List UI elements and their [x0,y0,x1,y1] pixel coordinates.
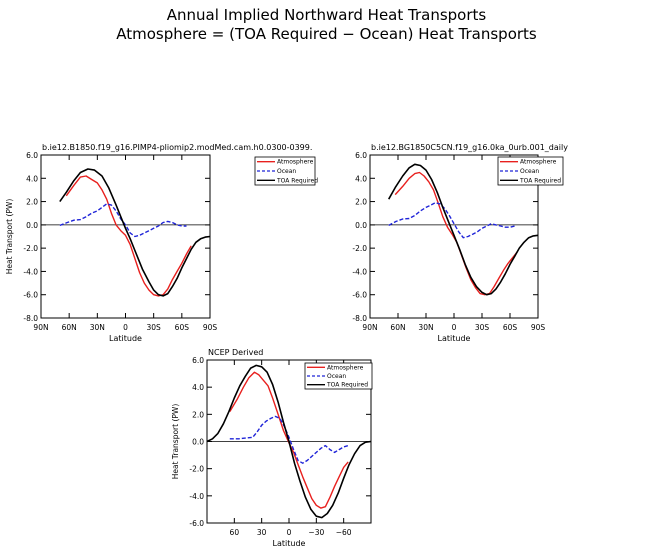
legend-label-atmosphere: Atmosphere [277,159,314,166]
x-tick-label: 60S [175,323,190,332]
legend-label-toa: TOA Required [519,177,561,184]
x-tick-label: 90S [531,323,546,332]
series-line-atmosphere [229,371,349,509]
page-title-line1: Annual Implied Northward Heat Transports [166,6,487,24]
legend-label-ocean: Ocean [327,373,346,380]
legend-label-toa: TOA Required [326,382,368,389]
x-axis-label: Latitude [438,334,471,343]
series-line-atmosphere [394,171,519,296]
x-tick-label: 30N [90,323,105,332]
chart-legend: Atmosphere Ocean TOA Required [497,156,564,186]
x-tick-label: 0 [123,323,128,332]
y-axis-label: Heat Transport (PW) [5,199,14,275]
x-tick-label: −60 [336,528,352,537]
legend-label-atmosphere: Atmosphere [327,364,364,371]
y-axis-label: Heat Transport (PW) [171,404,180,480]
legend-label-atmosphere: Atmosphere [520,159,557,166]
series-line-toa [59,168,211,297]
x-tick-label: 60N [62,323,77,332]
y-tick-label: 2.0 [26,198,38,207]
y-tick-label: 2.0 [355,198,367,207]
y-tick-label: -2.0 [189,465,204,474]
series-line-ocean [388,201,515,239]
y-tick-label: -4.0 [352,267,367,276]
x-axis-label: Latitude [273,539,306,548]
y-tick-label: 6.0 [192,356,204,365]
series-line-ocean [229,415,349,464]
chart-title: NCEP Derived [208,348,263,357]
y-tick-label: 2.0 [192,410,204,419]
y-tick-label: -8.0 [23,314,38,323]
x-tick-label: 30N [418,323,433,332]
page-title-line2: Atmosphere = (TOA Required − Ocean) Heat… [116,25,537,43]
chart-title: b.ie12.BG1850C5CN.f19_g16.0ka_0urb.001_d… [371,143,568,152]
series-line-ocean [59,203,187,238]
y-tick-label: 4.0 [26,174,38,183]
x-tick-label: −30 [308,528,324,537]
legend-label-ocean: Ocean [520,168,539,175]
x-axis-label: Latitude [109,334,142,343]
chart-panel-1: -8.0 -6.0 -4.0 -2.0 0.0 2.0 4.0 6.0 90N 60N 30N 0 30… [5,143,318,343]
y-tick-label: 6.0 [355,151,367,160]
y-tick-label: -2.0 [352,244,367,253]
series-line-toa [206,364,372,519]
series-line-toa [388,163,539,296]
y-tick-label: 0.0 [192,438,204,447]
y-tick-label: 4.0 [192,383,204,392]
y-tick-label: -2.0 [23,244,38,253]
legend-label-ocean: Ocean [277,168,296,175]
x-tick-label: 30S [147,323,162,332]
y-tick-label: 0.0 [26,221,38,230]
legend-label-toa: TOA Required [276,177,318,184]
x-tick-label: 60 [230,528,240,537]
x-tick-label: 60N [390,323,405,332]
chart-title: b.ie12.B1850.f19_g16.PIMP4-pliomip2.modM… [42,143,312,152]
chart-panel-2: -8.0 -6.0 -4.0 -2.0 0.0 2.0 4.0 6.0 90N 60N 30N 0 30… [352,143,568,343]
y-tick-label: 4.0 [355,174,367,183]
x-tick-label: 90N [362,323,377,332]
y-tick-label: 0.0 [355,221,367,230]
x-tick-label: 90S [203,323,218,332]
x-tick-label: 0 [452,323,457,332]
y-tick-label: -6.0 [352,291,367,300]
x-tick-label: 30S [475,323,490,332]
chart-legend: Atmosphere Ocean TOA Required [254,156,318,186]
y-tick-label: -6.0 [23,291,38,300]
y-tick-label: -4.0 [189,492,204,501]
y-tick-label: -6.0 [189,519,204,528]
x-tick-label: 30 [257,528,267,537]
y-tick-label: -4.0 [23,267,38,276]
chart-panel-3: -6.0 -4.0 -2.0 0.0 2.0 4.0 6.0 60 30 0 −30 −60 Latit… [171,348,373,548]
y-tick-label: -8.0 [352,314,367,323]
x-tick-label: 90N [33,323,48,332]
series-line-atmosphere [65,175,192,297]
y-tick-label: 6.0 [26,151,38,160]
chart-legend: Atmosphere Ocean TOA Required [304,362,373,390]
x-tick-label: 0 [287,528,292,537]
x-tick-label: 60S [503,323,518,332]
